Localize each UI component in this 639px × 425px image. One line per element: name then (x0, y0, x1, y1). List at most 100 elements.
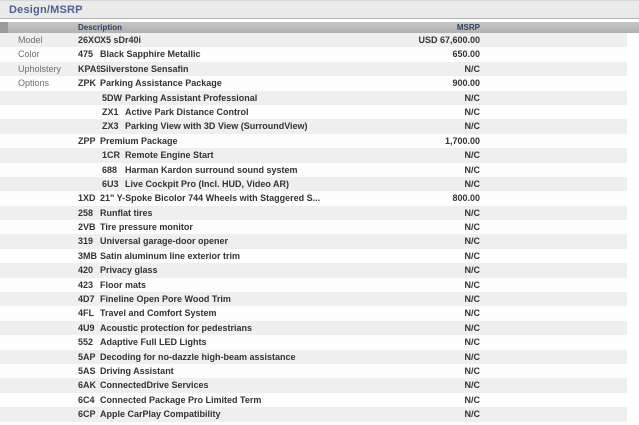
row-description: Driving Assistant (100, 365, 174, 376)
row-msrp-value: N/C (464, 308, 481, 319)
row-msrp-value: N/C (464, 322, 481, 333)
table-row[interactable]: Model 26XO X5 sDr40i USD 67,600.00 (0, 33, 627, 48)
title-divider (0, 19, 639, 22)
row-option-code: 3MB (78, 250, 98, 261)
table-row[interactable]: 420 Privacy glass N/C (0, 263, 627, 278)
row-option-code: 6U3 (102, 178, 119, 189)
row-option-code: 4FL (78, 308, 95, 319)
row-description: ConnectedDrive Services (100, 380, 209, 391)
table-row[interactable]: 5DW Parking Assistant Professional N/C (0, 90, 627, 105)
option-table-body: Model 26XO X5 sDr40i USD 67,600.00 Color… (0, 33, 627, 422)
row-option-code: 420 (78, 265, 94, 276)
row-description: Privacy glass (100, 265, 158, 276)
row-description: Active Park Distance Control (125, 106, 249, 117)
row-category-label: Color (18, 49, 40, 60)
row-option-code: 5AP (78, 351, 96, 362)
row-msrp-value: N/C (464, 394, 481, 405)
row-msrp-value: N/C (464, 265, 481, 276)
row-description: Acoustic protection for pedestrians (100, 322, 253, 333)
table-row[interactable]: 6U3 Live Cockpit Pro (Incl. HUD, Video A… (0, 176, 627, 192)
row-msrp-value: 800.00 (452, 193, 480, 204)
row-msrp-value: N/C (464, 164, 481, 175)
row-description: Travel and Comfort System (100, 308, 217, 319)
row-description: Parking Assistant Professional (125, 92, 258, 103)
row-description: Decoding for no-dazzle high-beam assista… (100, 351, 296, 362)
row-description: Adaptive Full LED Lights (100, 337, 207, 348)
row-msrp-value: N/C (464, 150, 481, 161)
table-row[interactable]: 4FL Travel and Comfort System N/C (0, 306, 627, 321)
row-msrp-value: N/C (464, 106, 481, 117)
row-description: Premium Package (100, 135, 178, 146)
table-row[interactable]: 552 Adaptive Full LED Lights N/C (0, 335, 627, 350)
table-row[interactable]: 3MB Satin aluminum line exterior trim N/… (0, 248, 627, 264)
row-msrp-value: N/C (464, 380, 481, 391)
header-corner-block (0, 22, 8, 33)
row-category-label: Upholstery (18, 63, 62, 74)
row-description: Black Sapphire Metallic (100, 49, 201, 60)
row-msrp-value: N/C (464, 121, 481, 132)
row-msrp-value: N/C (464, 92, 481, 103)
table-row[interactable]: 5AP Decoding for no-dazzle high-beam ass… (0, 349, 627, 364)
row-description: Parking Assistance Package (100, 78, 222, 89)
row-msrp-value: N/C (464, 236, 481, 247)
table-row[interactable]: 319 Universal garage-door opener N/C (0, 234, 627, 249)
row-option-code: ZX3 (102, 121, 119, 132)
table-row[interactable]: 6CP Apple CarPlay Compatibility N/C (0, 407, 627, 422)
row-description: Harman Kardon surround sound system (125, 164, 298, 175)
row-msrp-value: N/C (464, 365, 481, 376)
row-option-code: 6AK (78, 380, 97, 391)
row-msrp-value: N/C (464, 207, 481, 218)
row-msrp-value: N/C (464, 279, 481, 290)
table-row[interactable]: ZX3 Parking View with 3D View (SurroundV… (0, 119, 627, 134)
row-description: Remote Engine Start (125, 150, 214, 161)
table-row[interactable]: 4D7 Fineline Open Pore Wood Trim N/C (0, 292, 627, 307)
row-msrp-value: N/C (464, 409, 481, 420)
table-row[interactable]: 6AK ConnectedDrive Services N/C (0, 378, 627, 393)
table-row[interactable]: 6C4 Connected Package Pro Limited Term N… (0, 392, 627, 408)
row-option-code: 423 (78, 279, 94, 290)
row-option-code: 552 (78, 337, 94, 348)
row-option-code: 2VB (78, 222, 96, 233)
row-option-code: 5AS (78, 365, 96, 376)
row-description: Universal garage-door opener (100, 236, 229, 247)
row-description: Satin aluminum line exterior trim (100, 250, 241, 261)
row-option-code: ZPK (78, 78, 96, 89)
row-option-code: 4D7 (78, 294, 95, 305)
table-row[interactable]: 4U9 Acoustic protection for pedestrians … (0, 320, 627, 336)
row-msrp-value: N/C (464, 222, 481, 233)
row-msrp-value: USD 67,600.00 (418, 35, 480, 45)
table-row[interactable]: 423 Floor mats N/C (0, 277, 627, 293)
row-description: Fineline Open Pore Wood Trim (100, 294, 231, 305)
row-category-label: Model (18, 35, 43, 45)
row-description: Tire pressure monitor (100, 222, 193, 233)
table-row[interactable]: Options ZPK Parking Assistance Package 9… (0, 76, 627, 91)
table-row[interactable]: 688 Harman Kardon surround sound system … (0, 162, 627, 177)
row-option-code: 1CR (102, 150, 121, 161)
column-header-msrp: MSRP (456, 23, 480, 32)
table-row[interactable]: 258 Runflat tires N/C (0, 205, 627, 221)
row-msrp-value: N/C (464, 250, 481, 261)
row-option-code: ZX1 (102, 106, 119, 117)
table-row[interactable]: 5AS Driving Assistant N/C (0, 363, 627, 379)
table-row[interactable]: 1XD 21" Y-Spoke Bicolor 744 Wheels with … (0, 191, 627, 206)
row-category-label: Options (18, 78, 50, 89)
row-description: Silverstone Sensafin (100, 63, 189, 74)
table-row[interactable]: ZPP Premium Package 1,700.00 (0, 133, 627, 149)
table-row[interactable]: Upholstery KPA9 Silverstone Sensafin N/C (0, 61, 627, 77)
row-option-code: KPA9 (78, 63, 100, 74)
row-msrp-value: N/C (464, 178, 481, 189)
row-description: Connected Package Pro Limited Term (100, 394, 262, 405)
row-msrp-value: 650.00 (452, 49, 480, 60)
table-row[interactable]: 2VB Tire pressure monitor N/C (0, 220, 627, 235)
row-option-code: 26XO (78, 35, 100, 45)
column-header-description: Description (78, 23, 123, 32)
row-msrp-value: N/C (464, 351, 481, 362)
page-title-bar: Design/MSRP (0, 1, 639, 19)
row-option-code: 6CP (78, 409, 96, 420)
table-row[interactable]: 1CR Remote Engine Start N/C (0, 148, 627, 163)
row-msrp-value: N/C (464, 294, 481, 305)
table-row[interactable]: Color 475 Black Sapphire Metallic 650.00 (0, 47, 627, 62)
row-option-code: 319 (78, 236, 94, 247)
table-row[interactable]: ZX1 Active Park Distance Control N/C (0, 104, 627, 120)
